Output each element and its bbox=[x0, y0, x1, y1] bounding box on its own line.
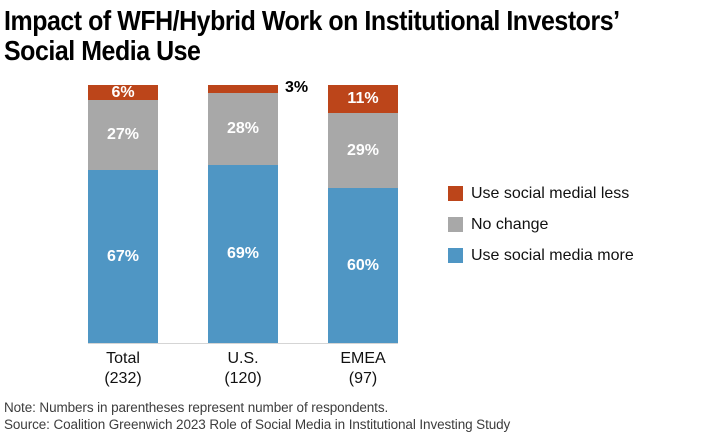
legend-swatch-icon bbox=[448, 248, 463, 263]
category-name: U.S. bbox=[227, 350, 259, 367]
segment-use-social-media-more: 67% bbox=[88, 170, 158, 343]
legend: Use social medial less No change Use socia… bbox=[448, 184, 634, 279]
segment-value-label: 6% bbox=[111, 83, 135, 101]
segment-no-change: 27% bbox=[88, 100, 158, 170]
segment-value-label: 69% bbox=[226, 245, 260, 262]
category-label-emea: EMEA (97) bbox=[303, 349, 423, 389]
category-respondent-count: (232) bbox=[104, 370, 142, 387]
segment-use-social-medial-less bbox=[208, 85, 278, 93]
source-text: Source: Coalition Greenwich 2023 Role of… bbox=[4, 417, 511, 432]
category-respondent-count: (97) bbox=[348, 370, 378, 387]
bar-total: 6% 27% 67% bbox=[88, 83, 158, 343]
legend-label: Use social medial less bbox=[471, 184, 630, 202]
footer: Note: Numbers in parentheses represent n… bbox=[4, 399, 510, 433]
legend-label: Use social media more bbox=[471, 246, 634, 264]
segment-value-label: 67% bbox=[106, 247, 140, 265]
category-name: EMEA bbox=[340, 350, 386, 367]
segment-value-label: 11% bbox=[347, 90, 379, 107]
chart-title-line-1: Impact of WFH/Hybrid Work on Institution… bbox=[4, 5, 620, 36]
legend-label: No change bbox=[471, 215, 549, 233]
category-label-total: Total (232) bbox=[63, 349, 183, 389]
segment-no-change: 29% bbox=[328, 113, 398, 188]
segment-no-change: 28% bbox=[208, 93, 278, 165]
chart-title-line-2: Social Media Use bbox=[4, 35, 201, 66]
x-axis-line bbox=[88, 343, 398, 344]
category-name: Total bbox=[106, 350, 140, 367]
legend-item-use-social-media-more: Use social media more bbox=[448, 246, 634, 264]
bar-emea: 11% 29% 60% bbox=[328, 85, 398, 343]
category-respondent-count: (120) bbox=[224, 370, 262, 387]
category-label-u-s: U.S. (120) bbox=[183, 349, 303, 389]
legend-swatch-icon bbox=[448, 217, 463, 232]
legend-item-no-change: No change bbox=[448, 215, 634, 233]
segment-value-label-outside: 3% bbox=[285, 79, 309, 96]
chart-title: Impact of WFH/Hybrid Work on Institution… bbox=[4, 6, 620, 66]
segment-use-social-media-more: 69% bbox=[208, 165, 278, 343]
segment-use-social-medial-less: 6% bbox=[88, 83, 158, 101]
legend-swatch-icon bbox=[448, 186, 463, 201]
legend-item-use-social-medial-less: Use social medial less bbox=[448, 184, 634, 202]
note-text: Note: Numbers in parentheses represent n… bbox=[4, 400, 389, 415]
bar-u-s: 28% 69% bbox=[208, 85, 278, 343]
segment-use-social-medial-less: 11% bbox=[328, 85, 398, 113]
segment-value-label: 60% bbox=[346, 256, 380, 274]
segment-value-label: 29% bbox=[346, 141, 380, 159]
segment-value-label: 27% bbox=[106, 126, 140, 143]
segment-value-label: 28% bbox=[226, 120, 260, 137]
segment-use-social-media-more: 60% bbox=[328, 188, 398, 343]
